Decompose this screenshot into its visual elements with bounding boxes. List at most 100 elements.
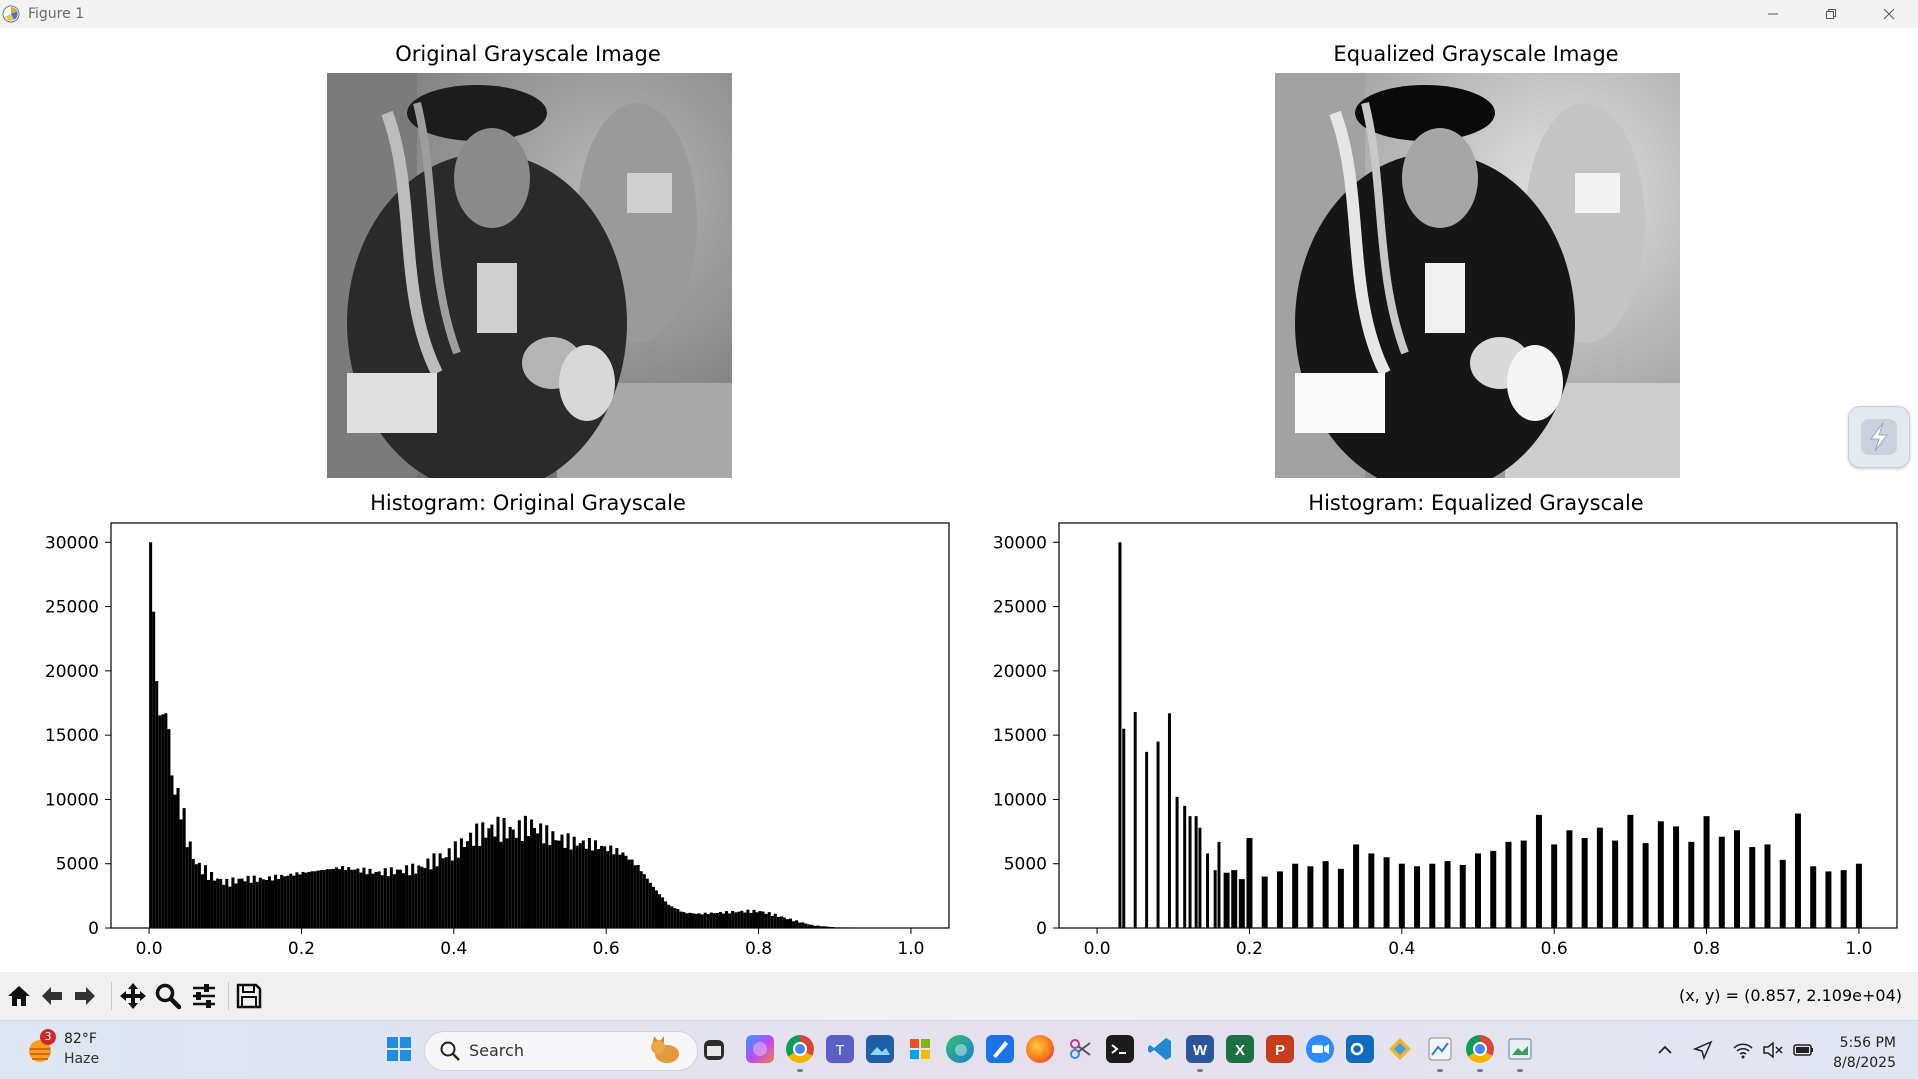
location-indicator[interactable] <box>1692 1039 1714 1061</box>
taskbar-app-teams[interactable]: T <box>826 1035 854 1063</box>
histogram-bar <box>1353 844 1359 928</box>
histogram-bar <box>1688 842 1694 928</box>
taskbar-app-excel[interactable]: X <box>1226 1035 1254 1063</box>
vscode-icon <box>1146 1035 1174 1063</box>
histogram-bar <box>1445 861 1451 928</box>
histogram-bar <box>1536 815 1542 928</box>
figure-canvas[interactable]: Original Grayscale Image Equalized Grays… <box>0 28 1918 972</box>
toolbar-separator <box>111 982 112 1010</box>
taskbar-app-store[interactable] <box>906 1035 934 1063</box>
word-icon: W <box>1186 1035 1214 1063</box>
histogram-bar <box>1118 542 1121 928</box>
histogram-bar <box>1214 870 1217 928</box>
taskbar-app-edge[interactable] <box>946 1035 974 1063</box>
navigation-toolbar: (x, y) = (0.857, 2.109e+04) <box>0 972 1918 1020</box>
volume-status[interactable] <box>1762 1039 1784 1061</box>
taskbar-app-snipping-tool[interactable] <box>1066 1035 1094 1063</box>
histogram-bar <box>1673 826 1679 928</box>
histogram-bar <box>1399 864 1405 928</box>
chrome-icon <box>786 1035 814 1063</box>
weather-temperature: 82°F <box>64 1031 97 1047</box>
battery-status[interactable] <box>1792 1039 1814 1061</box>
forward-button[interactable] <box>69 980 101 1012</box>
histogram-bars <box>1118 542 1861 928</box>
taskbar-app-image-viewer[interactable] <box>1506 1035 1534 1063</box>
histogram-bar <box>1183 806 1186 928</box>
close-button[interactable] <box>1860 0 1918 28</box>
taskbar-app-vscode[interactable] <box>1146 1035 1174 1063</box>
taskbar-app-word[interactable]: W <box>1186 1035 1214 1063</box>
sliders-icon <box>190 982 218 1010</box>
histogram-bar <box>1551 844 1557 928</box>
weather-widget[interactable]: 3 82°F Haze <box>22 1029 132 1071</box>
histogram-bar <box>1224 873 1230 928</box>
taskbar-app-outlook[interactable] <box>1346 1035 1374 1063</box>
histogram-bar <box>1475 853 1481 928</box>
taskbar-app-copilot[interactable] <box>746 1035 774 1063</box>
window-title: Figure 1 <box>28 6 84 22</box>
taskbar-app-pinned-tool[interactable] <box>1386 1035 1414 1063</box>
snipping-tool-icon <box>1066 1035 1094 1063</box>
terminal-icon <box>1106 1035 1134 1063</box>
minimize-button[interactable] <box>1744 0 1802 28</box>
chevron-up-icon <box>1657 1042 1673 1058</box>
taskbar-app-python-figure[interactable] <box>1426 1035 1454 1063</box>
move-icon <box>119 982 147 1010</box>
zoom-button[interactable] <box>152 980 184 1012</box>
histogram-bar <box>1168 713 1171 928</box>
taskbar-app-chrome-profile[interactable] <box>1466 1035 1494 1063</box>
taskbar-app-editor[interactable] <box>986 1035 1014 1063</box>
taskbar-app-zoom[interactable] <box>1306 1035 1334 1063</box>
configure-subplots-button[interactable] <box>188 980 220 1012</box>
x-tick-label: 1.0 <box>1845 939 1872 959</box>
restore-button[interactable] <box>1802 0 1860 28</box>
show-hidden-icons-button[interactable] <box>1654 1039 1676 1061</box>
y-tick-label: 25000 <box>993 598 1047 618</box>
histogram-bar <box>1262 877 1268 928</box>
histogram-bar <box>1597 828 1603 928</box>
histogram-bar <box>1627 815 1633 928</box>
histogram-bar <box>1198 828 1201 928</box>
histogram-bar <box>1612 841 1618 928</box>
x-tick-label: 0.0 <box>1084 939 1111 959</box>
taskbar-app-firefox[interactable] <box>1026 1035 1054 1063</box>
zoom-app-icon <box>1306 1035 1334 1063</box>
floating-assistant-button[interactable] <box>1848 406 1910 468</box>
taskbar-search-box[interactable]: Search <box>424 1031 698 1071</box>
clock-time: 5:56 PM <box>1833 1033 1896 1053</box>
histogram-bar <box>1195 816 1198 928</box>
histogram-bar <box>1749 847 1755 928</box>
home-button[interactable] <box>3 980 35 1012</box>
histogram-bar <box>1246 838 1252 928</box>
pan-button[interactable] <box>117 980 149 1012</box>
histogram-bar <box>1764 844 1770 928</box>
system-clock[interactable]: 5:56 PM 8/8/2025 <box>1833 1033 1896 1073</box>
microsoft-store-icon <box>906 1035 934 1063</box>
cat-illustration-icon <box>647 1035 683 1065</box>
start-button[interactable] <box>386 1036 412 1066</box>
taskbar-app-powerpoint[interactable]: P <box>1266 1035 1294 1063</box>
histogram-bar <box>1658 821 1664 928</box>
wifi-status[interactable] <box>1732 1039 1754 1061</box>
histogram-bar <box>1414 866 1420 928</box>
svg-text:T: T <box>835 1042 844 1059</box>
arrow-right-icon <box>72 983 98 1009</box>
svg-text:P: P <box>1275 1042 1285 1059</box>
save-figure-button[interactable] <box>233 980 265 1012</box>
taskbar-app-terminal[interactable] <box>1106 1035 1134 1063</box>
taskbar-app-chrome[interactable] <box>786 1035 814 1063</box>
diamond-app-icon <box>1386 1035 1414 1063</box>
back-button[interactable] <box>36 980 68 1012</box>
figure-window-icon <box>1426 1035 1454 1063</box>
taskbar-app-photos[interactable] <box>866 1035 894 1063</box>
taskbar-app-task-view[interactable] <box>704 1040 724 1060</box>
histogram-bar <box>1292 864 1298 928</box>
powerpoint-icon: P <box>1266 1035 1294 1063</box>
speaker-muted-icon <box>1762 1040 1784 1060</box>
histogram-bar <box>1795 814 1801 928</box>
histogram-bar <box>1157 742 1160 928</box>
histogram-bar <box>1277 871 1283 928</box>
home-icon <box>6 983 32 1009</box>
histogram-bar <box>1206 853 1209 928</box>
